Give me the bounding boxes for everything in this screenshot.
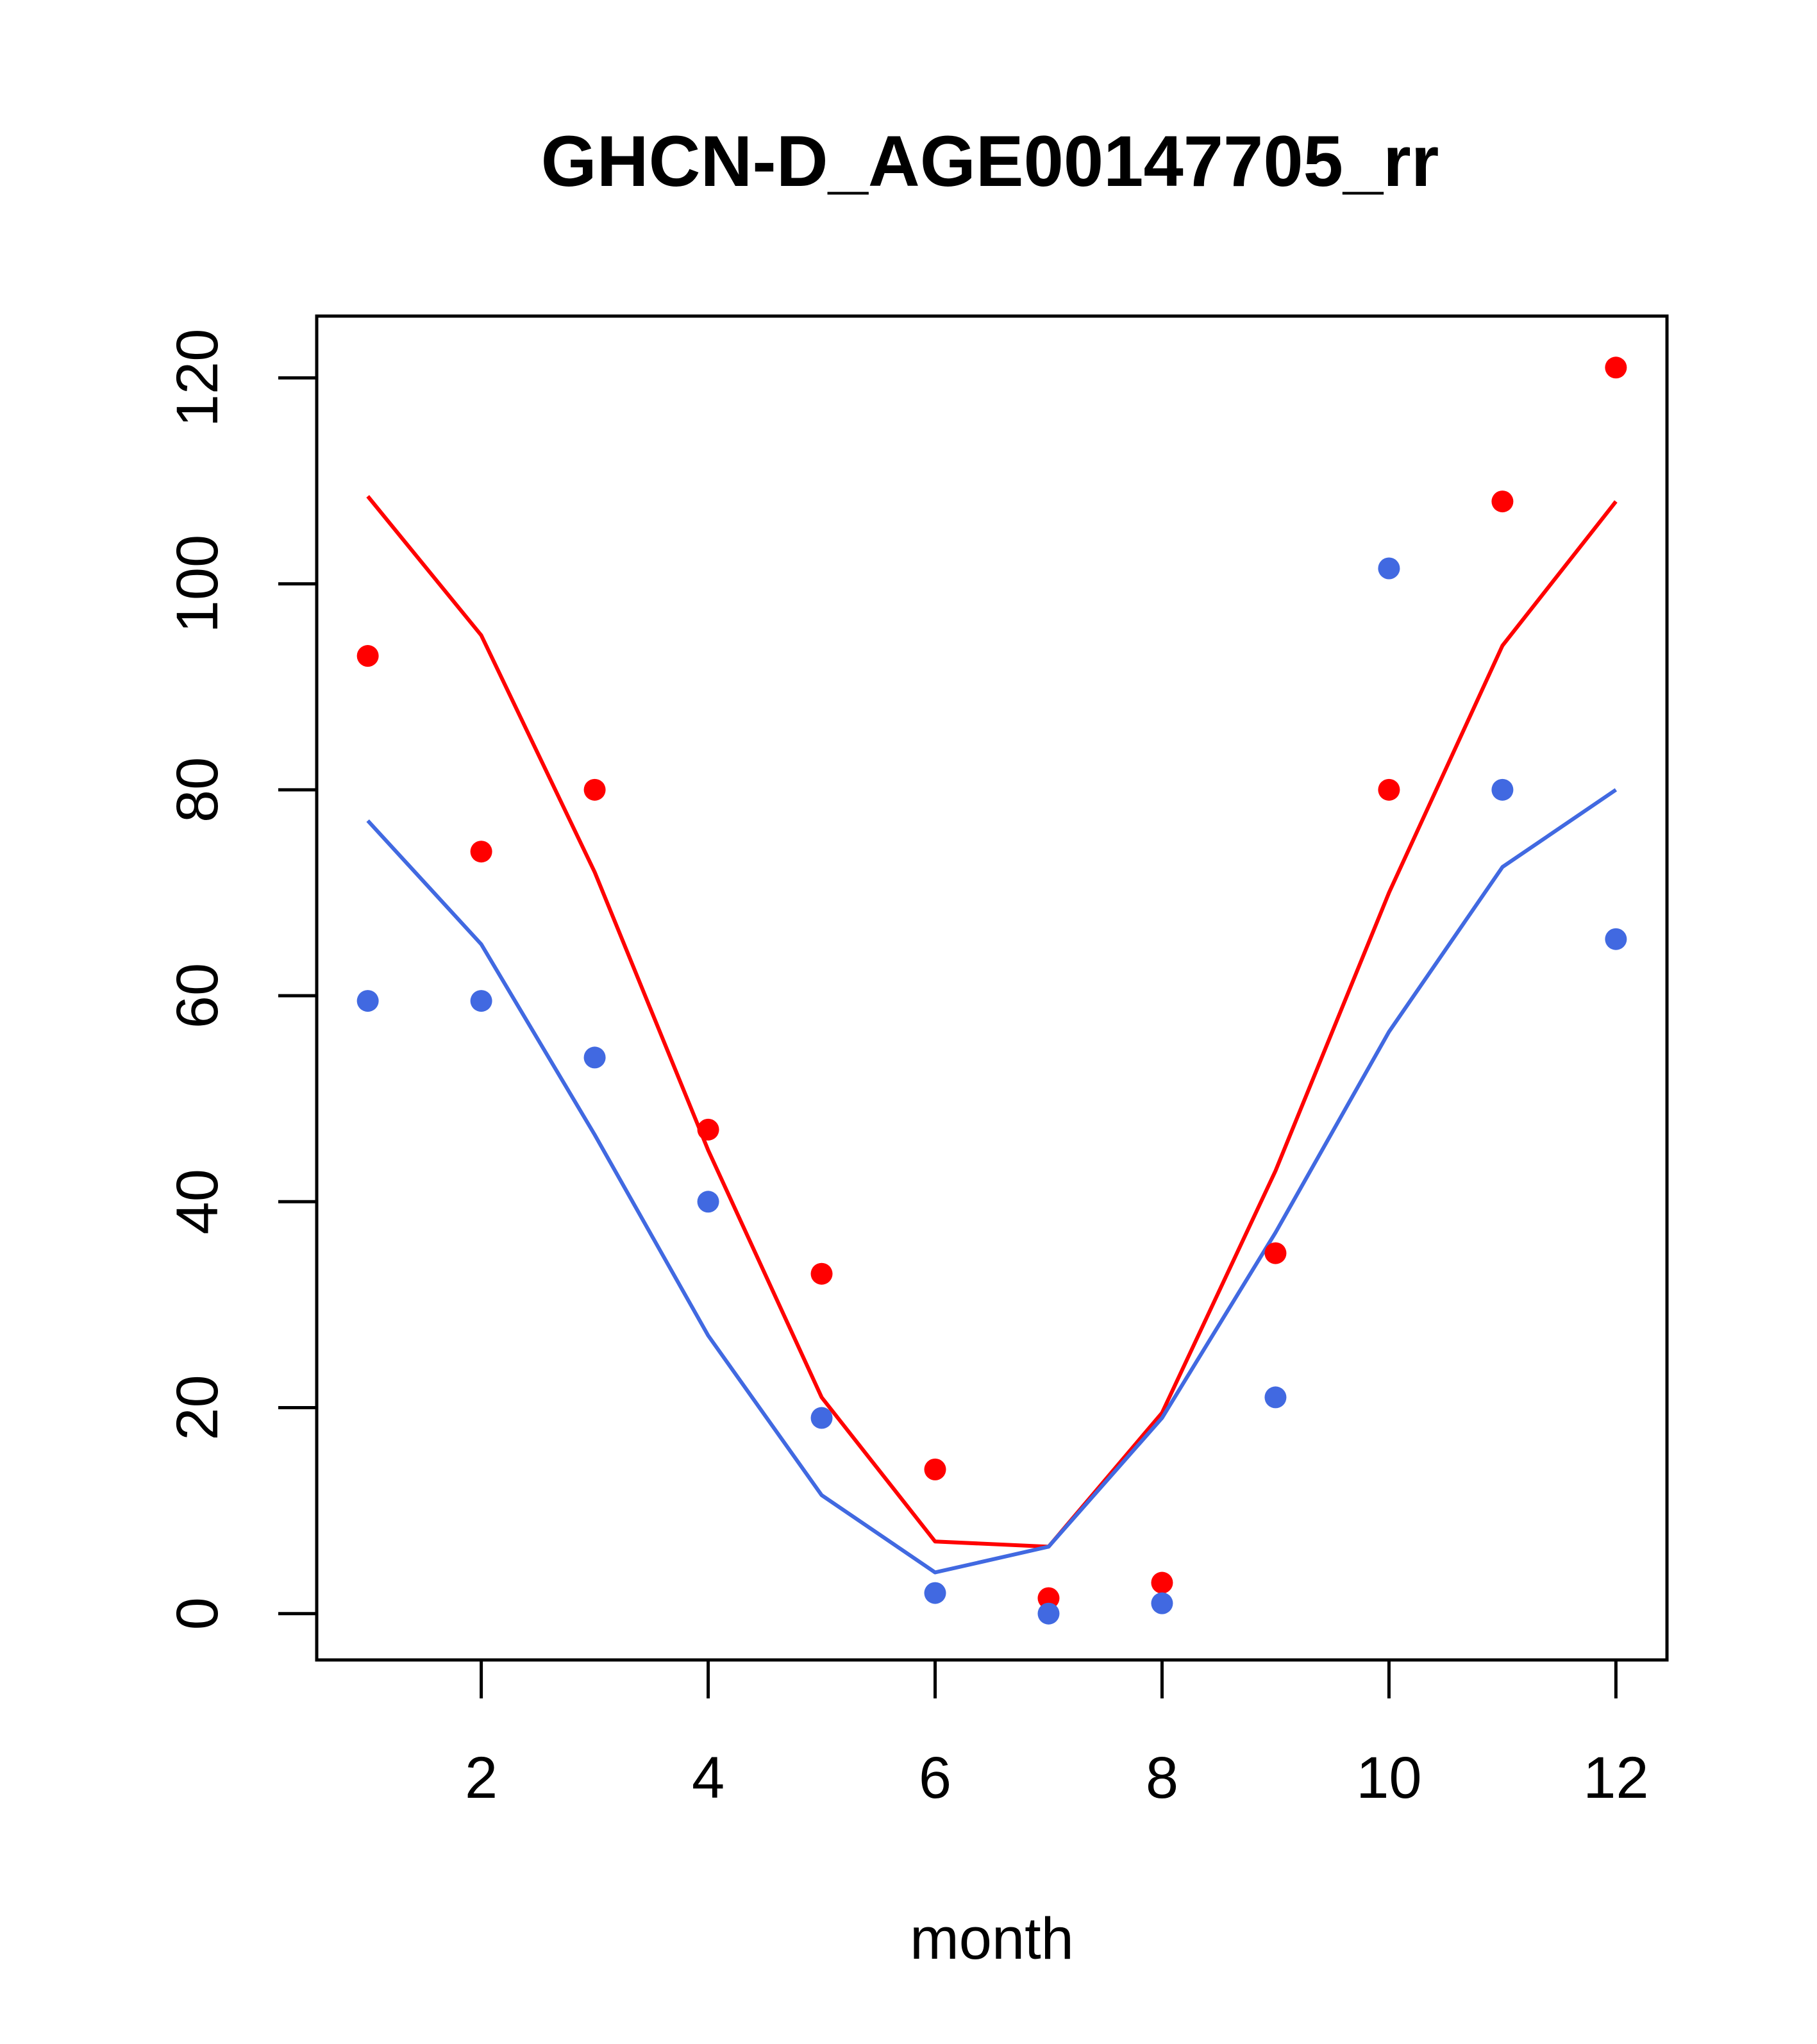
series-0-point — [1264, 1242, 1287, 1264]
series-0-point — [1378, 778, 1400, 801]
series-0-point — [470, 841, 492, 863]
series-0-point — [1491, 490, 1514, 513]
x-axis: 2 4 6 8 10 12 — [465, 1658, 1649, 1811]
y-tick-label: 100 — [165, 535, 230, 633]
plot-frame — [315, 314, 1669, 1662]
series-1-point — [583, 1046, 606, 1069]
series-1-point — [1605, 928, 1627, 950]
series-1-point — [697, 1191, 719, 1213]
series-0-point — [1151, 1571, 1173, 1594]
y-tick-label: 80 — [165, 757, 230, 823]
series-0-point — [924, 1458, 946, 1480]
x-tick-label: 12 — [1583, 1745, 1648, 1811]
series-0-point — [697, 1118, 719, 1141]
x-axis-label: month — [910, 1906, 1074, 1972]
series-1-point — [356, 990, 379, 1012]
series-1-point — [1037, 1602, 1060, 1625]
x-tick-label: 6 — [919, 1745, 951, 1811]
series-0-point — [356, 645, 379, 667]
series-0-point — [583, 778, 606, 801]
series-1-point — [810, 1407, 833, 1429]
series-0-point — [1037, 1587, 1060, 1609]
series-1-point — [1264, 1386, 1287, 1409]
series-line-2 — [366, 495, 1618, 1549]
series-0-point — [810, 1262, 833, 1285]
series-1-point — [924, 1582, 946, 1604]
x-tick-label: 4 — [692, 1745, 724, 1811]
x-tick-label: 2 — [465, 1745, 498, 1811]
series-1-point — [1491, 778, 1514, 801]
series-0-point — [1605, 356, 1627, 379]
series-points — [356, 356, 1627, 1625]
series-lines — [366, 495, 1618, 1575]
series-1-point — [1378, 557, 1400, 580]
y-tick-label: 120 — [165, 329, 230, 428]
y-axis: 0 20 40 60 80 100 120 — [165, 329, 319, 1630]
y-tick-label: 60 — [165, 963, 230, 1028]
chart-title: GHCN-D_AGE00147705_rr — [541, 121, 1439, 201]
y-tick-label: 20 — [165, 1375, 230, 1440]
y-tick-label: 40 — [165, 1169, 230, 1234]
x-tick-label: 8 — [1146, 1745, 1178, 1811]
x-tick-label: 10 — [1356, 1745, 1421, 1811]
series-1-point — [1151, 1592, 1173, 1614]
y-tick-label: 0 — [165, 1597, 230, 1630]
series-line-3 — [366, 788, 1618, 1575]
series-1-point — [470, 990, 492, 1012]
